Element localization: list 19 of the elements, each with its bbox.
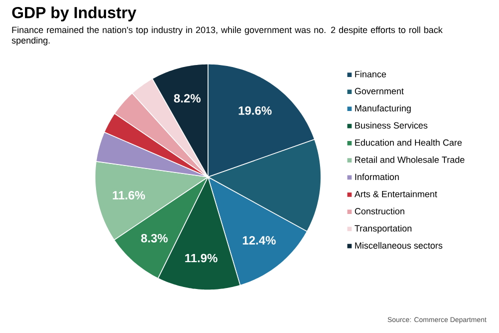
- data-label: 12.4%: [242, 236, 276, 245]
- legend-label: Arts & Entertainment: [354, 190, 438, 198]
- legend-label: Business Services: [355, 122, 428, 129]
- legend-label: Education and Health Care: [355, 139, 462, 146]
- legend-label: Information: [355, 173, 399, 180]
- chart-title: GDP by Industry: [12, 6, 136, 22]
- legend-label: Finance: [355, 70, 386, 78]
- data-label: 11.6%: [112, 191, 146, 200]
- data-label: 19.6%: [238, 106, 272, 115]
- data-label: 8.3%: [141, 234, 168, 242]
- data-label: 8.2%: [174, 94, 201, 103]
- legend-label: Manufacturing: [355, 104, 411, 114]
- legend-label: Transportation: [354, 224, 412, 234]
- legend-label: Construction: [354, 208, 404, 214]
- chart-subtitle: Finance remained the nation's top industry in 2013, while government was no. 2 despite efforts to roll back spending.: [12, 26, 443, 46]
- legend-label: Retail and Wholesale Trade: [355, 156, 464, 163]
- legend-label: Government: [354, 88, 404, 94]
- legend-label: Miscellaneous sectors: [355, 242, 442, 249]
- data-label: 11.9%: [185, 254, 218, 262]
